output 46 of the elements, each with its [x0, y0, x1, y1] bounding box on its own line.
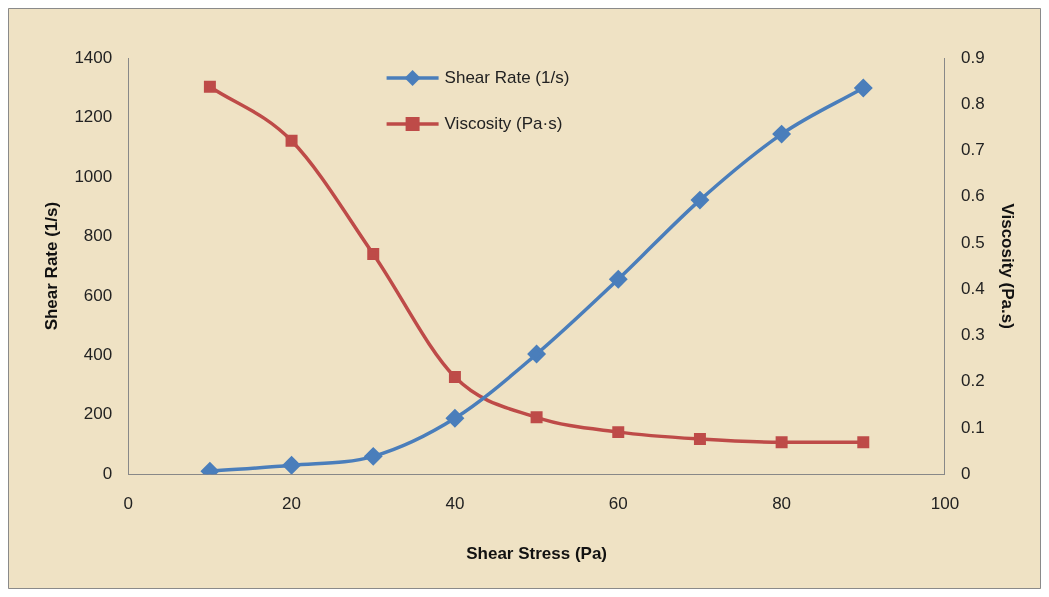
y2-tick-label: 0.4 — [960, 278, 985, 298]
y-tick-label: 600 — [83, 285, 113, 305]
point — [693, 433, 706, 446]
legend-label: Viscosity (Pa·s) — [444, 113, 563, 133]
y-tick-label: 1000 — [74, 166, 113, 186]
y2-tick-label: 0 — [960, 463, 971, 483]
x-axis-title: Shear Stress (Pa) — [466, 544, 607, 564]
x-tick-label: 20 — [282, 494, 302, 514]
y2-tick-label: 0.5 — [960, 232, 985, 252]
point — [772, 125, 791, 143]
x-tick-label: 60 — [608, 494, 628, 514]
point — [691, 191, 709, 209]
point — [527, 345, 546, 363]
point — [857, 436, 870, 449]
x-tick-label: 40 — [445, 494, 465, 514]
y-tick-label: 1400 — [74, 47, 113, 67]
y-tick-label: 1200 — [74, 107, 113, 127]
x-tick-label: 100 — [930, 494, 960, 514]
y-axis-title: Shear Rate (1/s) — [41, 201, 61, 331]
y2-tick-label: 0.3 — [960, 325, 985, 345]
y-tick-label: 800 — [83, 226, 113, 246]
y-tick-label: 400 — [83, 344, 113, 364]
point — [446, 409, 464, 428]
x-tick-label: 80 — [772, 494, 792, 514]
x-tick-label: 0 — [123, 494, 133, 514]
y2-tick-label: 0.2 — [960, 371, 985, 391]
y2-tick-label: 0.6 — [960, 186, 985, 206]
point — [285, 134, 298, 147]
point — [609, 270, 628, 288]
y2-tick-label: 0.9 — [960, 47, 985, 67]
y2-tick-label: 0.8 — [960, 93, 985, 113]
y-tick-label: 0 — [102, 463, 113, 483]
legend-label: Shear Rate (1/s) — [444, 67, 570, 87]
point — [775, 436, 788, 449]
point — [364, 447, 382, 466]
y2-tick-label: 0.1 — [960, 417, 985, 437]
point — [854, 79, 873, 97]
y-tick-label: 200 — [83, 404, 113, 424]
point — [203, 80, 216, 93]
point — [367, 248, 380, 261]
point — [612, 426, 625, 439]
point — [282, 456, 301, 475]
point — [448, 371, 461, 384]
point — [530, 411, 543, 424]
y2-tick-label: 0.7 — [960, 140, 985, 160]
y2-axis-title: Viscosity (Pa.s) — [998, 203, 1018, 329]
